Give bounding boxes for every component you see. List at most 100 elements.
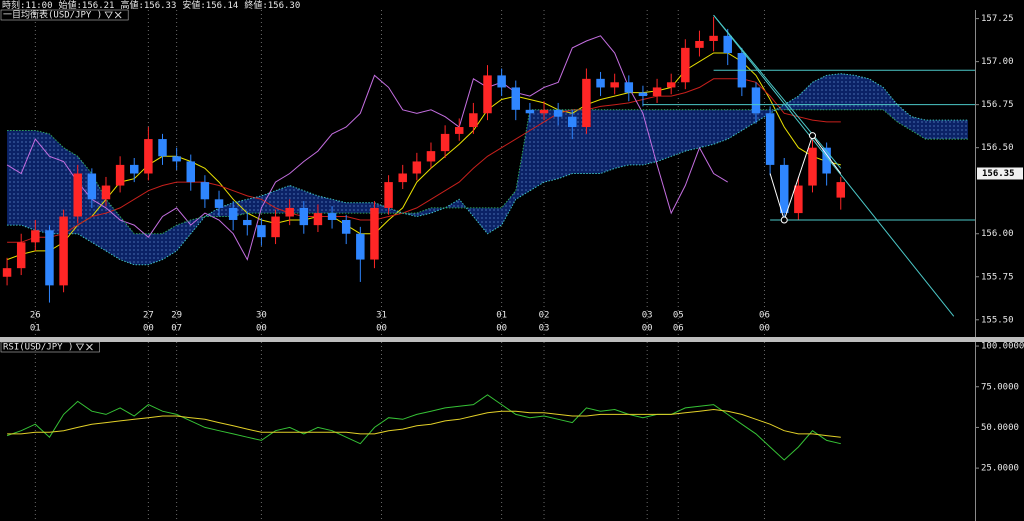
x-tick-label: 29 (171, 311, 182, 321)
candle-body (341, 219, 351, 234)
candle-body (624, 82, 634, 93)
candle-body (483, 75, 492, 114)
candle-body (497, 75, 506, 88)
zigzag-line (769, 134, 842, 222)
candle-body (186, 161, 195, 183)
candle-body (695, 40, 704, 48)
zigzag-point (809, 132, 816, 140)
candle-body (130, 164, 139, 174)
x-tick-sublabel: 06 (673, 324, 684, 334)
candle-body (370, 207, 379, 260)
candle-body (214, 199, 224, 208)
trendline (713, 14, 955, 317)
candle-body (31, 230, 40, 243)
candle-body (299, 207, 309, 226)
indicator-line (6, 35, 728, 261)
candle-body (2, 268, 12, 277)
y-tick-label: 157.25 (981, 14, 1014, 24)
panel-title: RSI(USD/JPY ) (3, 343, 73, 353)
candle-body (172, 156, 181, 162)
candle-body (666, 82, 676, 88)
info-item: 安値:156.14 (182, 0, 238, 11)
candle-body (101, 185, 111, 200)
info-item: 始値:156.21 (59, 0, 115, 11)
plot-area (2, 14, 975, 317)
candle-body (228, 207, 238, 220)
y-tick-label: 156.75 (981, 100, 1014, 110)
y-tick-label: 25.0000 (981, 464, 1019, 474)
x-tick-label: 26 (30, 311, 41, 321)
close-icon[interactable] (114, 11, 122, 19)
y-tick-label: 155.50 (981, 315, 1014, 325)
y-tick-label: 156.00 (981, 229, 1014, 239)
candle-body (412, 161, 422, 174)
candle-body (115, 164, 125, 186)
info-item: 終値:156.30 (244, 0, 300, 11)
candle-body (610, 82, 619, 88)
info-bar: 時刻:11:00 始値:156.21 高値:156.33 安値:156.14 終値:15… (2, 0, 300, 11)
candle-body (751, 87, 761, 114)
candle-body (243, 219, 252, 226)
candle-body (794, 185, 803, 214)
plot-area (6, 394, 841, 461)
candle-body (539, 109, 549, 114)
indicator-line (7, 78, 841, 243)
current-price-label: 156.35 (982, 169, 1015, 179)
candle-body (596, 78, 605, 88)
candle-body (582, 78, 591, 128)
y-tick-label: 100.0000 (981, 342, 1024, 352)
x-tick-label: 27 (143, 311, 154, 321)
candle-body (257, 225, 266, 238)
candle-body (59, 216, 68, 286)
candle-body (553, 109, 563, 117)
x-tick-sublabel: 00 (376, 324, 387, 334)
x-tick-sublabel: 00 (642, 324, 653, 334)
candle-body (836, 182, 845, 198)
candle-body (384, 182, 393, 208)
x-tick-label: 06 (759, 311, 770, 321)
candle-body (525, 109, 535, 114)
cloud-fill (7, 73, 968, 265)
x-tick-label: 03 (642, 311, 653, 321)
collapse-icon[interactable] (104, 11, 113, 19)
panel-separator (0, 337, 1024, 342)
candle-body (652, 87, 662, 97)
candle-body (808, 147, 817, 186)
x-tick-sublabel: 07 (171, 324, 182, 334)
candle-body (511, 87, 520, 110)
candle-body (440, 133, 450, 152)
candle-body (87, 173, 97, 200)
candle-body (723, 35, 732, 54)
candle-body (765, 113, 775, 165)
candle-body (398, 173, 407, 183)
collapse-icon[interactable] (75, 343, 85, 351)
candle-body (158, 139, 167, 157)
indicator-line (7, 408, 841, 438)
y-tick-label: 156.50 (981, 143, 1014, 153)
candle-body (327, 213, 337, 220)
y-tick-label: 155.75 (981, 272, 1014, 282)
x-tick-sublabel: 00 (759, 324, 770, 334)
candle-body (356, 233, 365, 260)
close-icon[interactable] (86, 343, 93, 351)
current-price-box (977, 167, 1023, 180)
indicator-line (7, 73, 968, 266)
zigzag-point (780, 216, 788, 224)
candle-body (313, 213, 323, 226)
candle-body (16, 242, 26, 269)
candle-body (144, 139, 153, 174)
info-item: 時刻:11:00 (2, 0, 53, 11)
x-tick-sublabel: 00 (143, 324, 154, 334)
candle-body (469, 113, 478, 128)
candle-body (426, 151, 436, 162)
indicator-line (6, 394, 841, 461)
x-tick-sublabel: 01 (30, 324, 41, 334)
candle-body (780, 164, 789, 214)
candle-body (822, 147, 831, 174)
candle-body (455, 127, 464, 134)
candle-body (285, 207, 294, 217)
candle-body (45, 230, 54, 286)
candle-body (638, 92, 648, 97)
x-tick-label: 02 (539, 311, 550, 321)
